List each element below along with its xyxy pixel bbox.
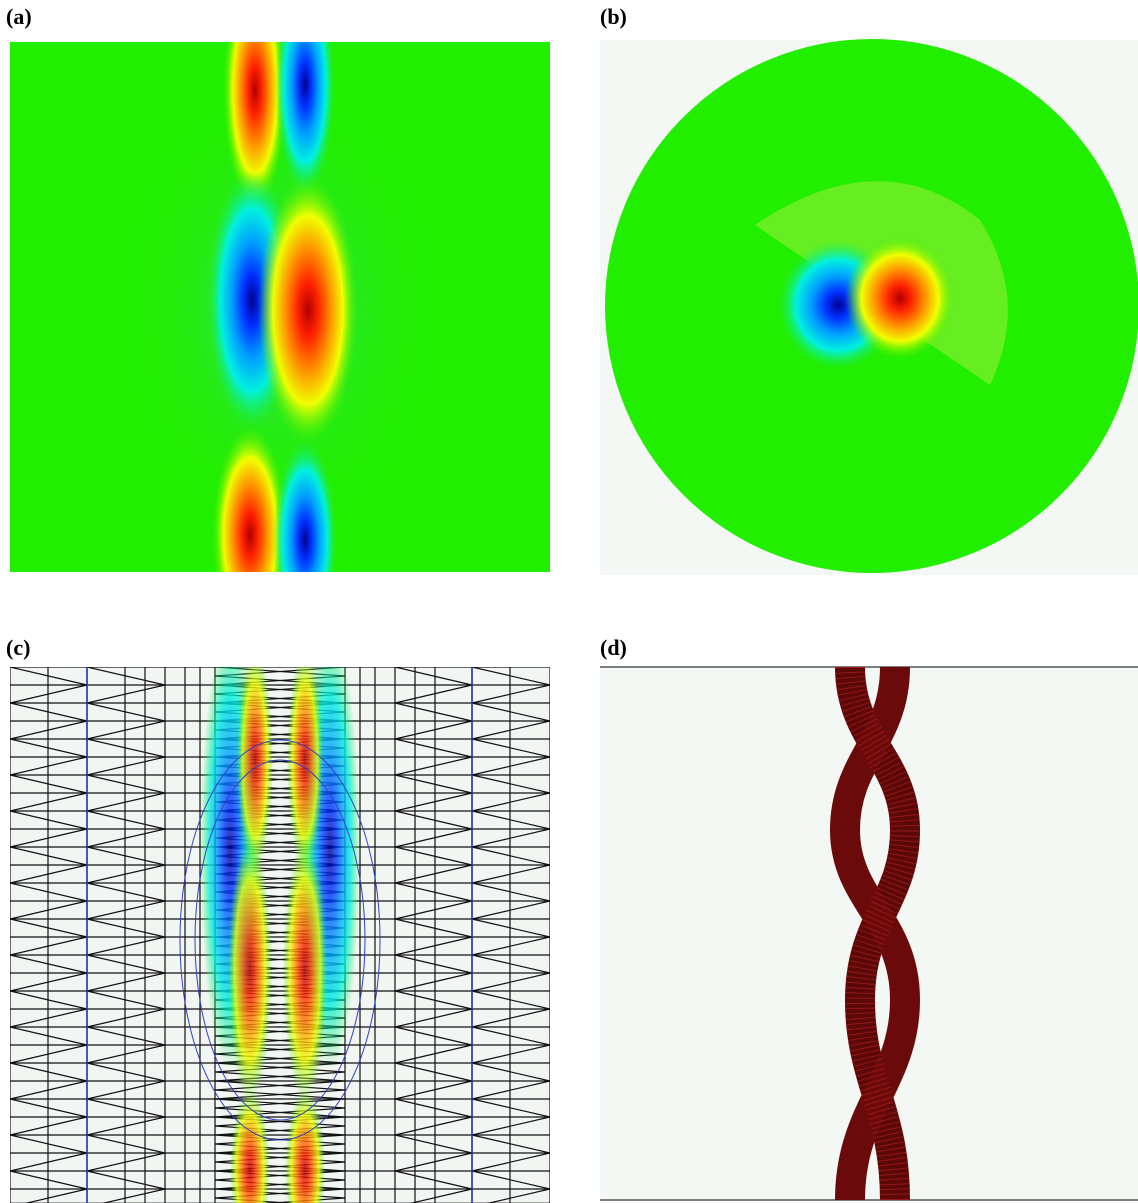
- panel-c: [10, 630, 550, 1203]
- panel-a: [10, 0, 550, 645]
- panel-b: [600, 39, 1138, 575]
- panel-label: (b): [600, 4, 627, 29]
- panel-label: (c): [6, 635, 30, 660]
- panel-d: [600, 667, 1138, 1200]
- panel-label: (d): [600, 635, 627, 660]
- figure: (a) (b) (c) (d): [0, 0, 1138, 1203]
- panel-label: (a): [6, 4, 32, 29]
